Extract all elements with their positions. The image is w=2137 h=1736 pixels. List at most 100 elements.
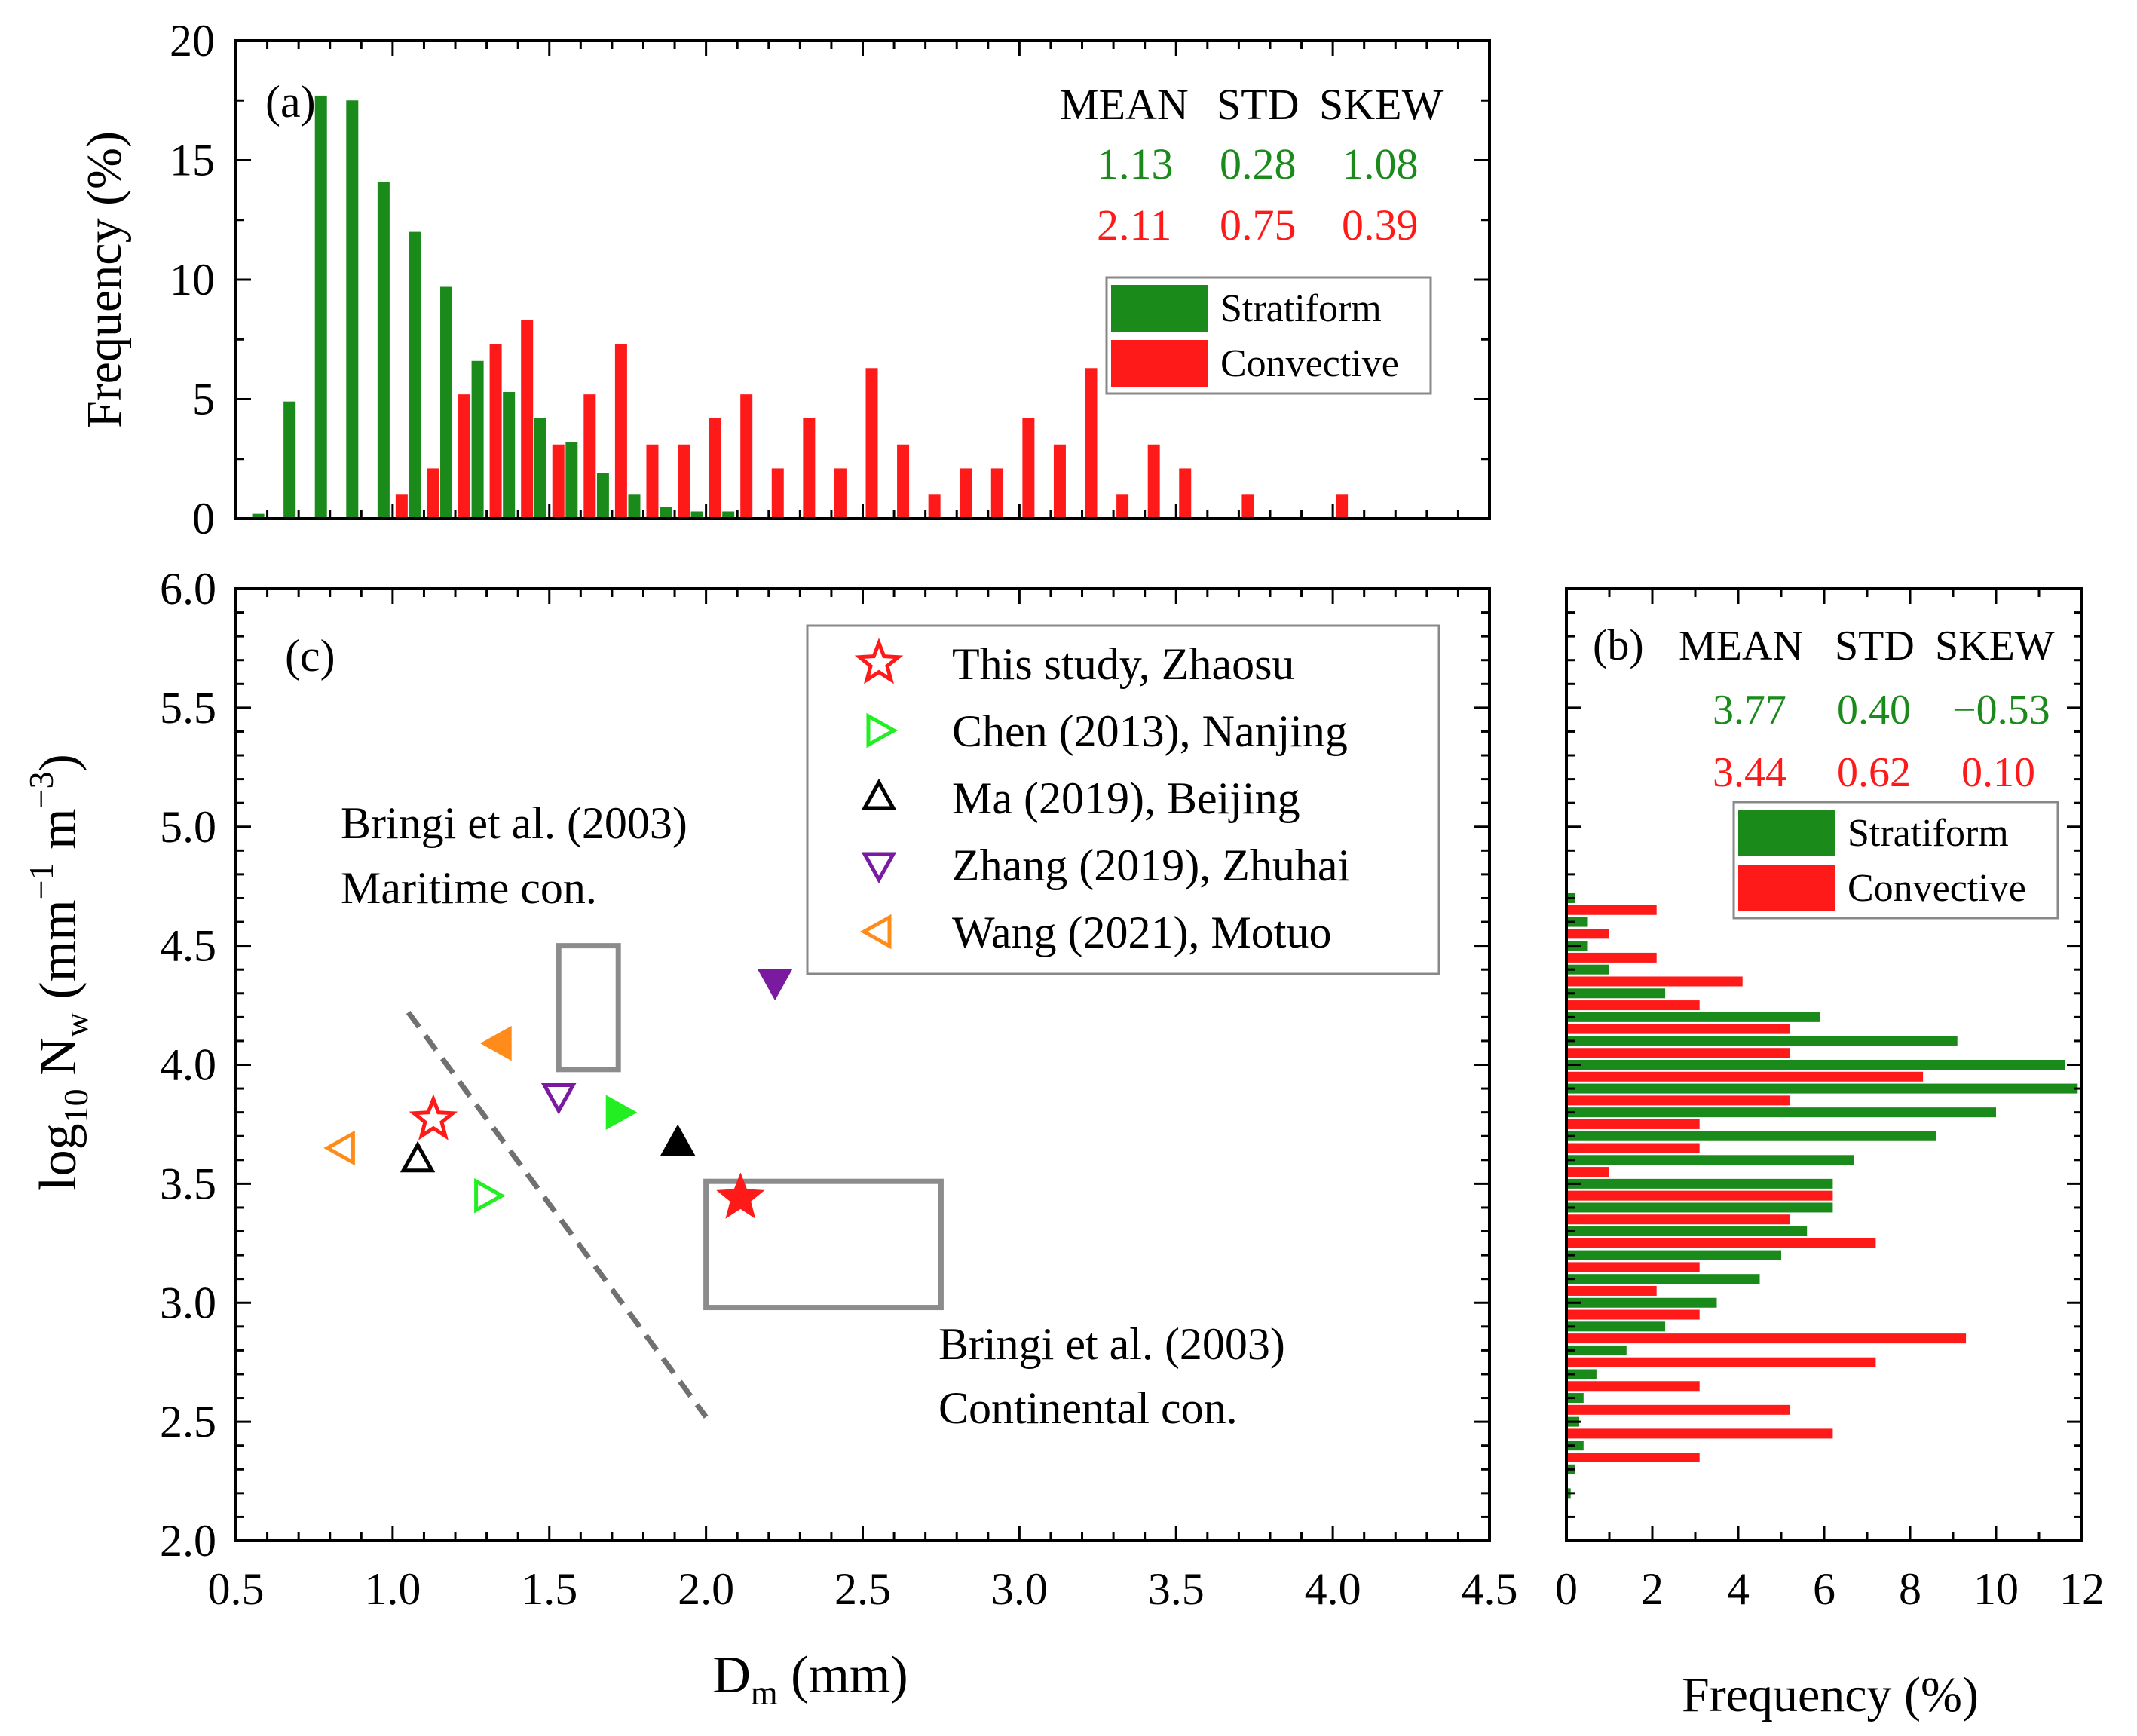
panel-b-stats: MEAN STD SKEW 3.77 0.40 −0.53 3.44 0.62 … bbox=[1679, 623, 2055, 796]
stats-header-skew: SKEW bbox=[1935, 623, 2055, 669]
bar-convective bbox=[1566, 1309, 1700, 1320]
bar-stratiform bbox=[690, 511, 703, 519]
panel-b-legend: Stratiform Convective bbox=[1732, 801, 2059, 920]
bar-convective bbox=[1566, 1357, 1876, 1367]
bar-convective bbox=[1566, 905, 1657, 915]
bar-convective bbox=[709, 418, 721, 519]
marker-tri-left-convective bbox=[480, 1025, 512, 1061]
y-tick-label: 5.5 bbox=[160, 683, 216, 733]
bar-convective bbox=[1566, 1381, 1700, 1392]
bar-stratiform bbox=[346, 100, 359, 519]
bar-convective bbox=[1336, 494, 1349, 519]
bar-convective bbox=[1566, 1238, 1876, 1248]
bar-stratiform bbox=[1566, 1345, 1627, 1355]
bar-stratiform bbox=[1566, 1202, 1833, 1213]
legend-swatch-convective bbox=[1738, 865, 1835, 911]
x-tick-label: 3.5 bbox=[1148, 1564, 1205, 1614]
annotation-continental-line1: Bringi et al. (2003) bbox=[938, 1319, 1285, 1369]
panel-b-label: (b) bbox=[1593, 620, 1644, 669]
bar-stratiform bbox=[596, 473, 609, 519]
x-tick-label: 1.5 bbox=[521, 1564, 577, 1614]
legend-label: Chen (2013), Nanjing bbox=[952, 706, 1348, 756]
legend-label-stratiform: Stratiform bbox=[1220, 287, 1382, 330]
bar-convective bbox=[803, 418, 816, 519]
marker-tri-up-stratiform bbox=[400, 1140, 436, 1173]
y-tick-label: 3.0 bbox=[160, 1278, 216, 1327]
x-tick-label: 3.0 bbox=[991, 1564, 1048, 1614]
x-tick-label: 0 bbox=[1555, 1564, 1578, 1614]
bar-stratiform bbox=[1566, 1441, 1584, 1451]
bar-stratiform bbox=[628, 494, 641, 519]
bar-convective bbox=[1566, 1095, 1790, 1106]
stats-header-mean: MEAN bbox=[1060, 80, 1189, 129]
legend-label: This study, Zhaosu bbox=[952, 639, 1294, 689]
bar-stratiform bbox=[503, 391, 516, 519]
panel-c-label: (c) bbox=[285, 631, 335, 681]
annotation-maritime-line2: Maritime con. bbox=[341, 863, 597, 913]
stats-strat-mean: 1.13 bbox=[1097, 139, 1174, 188]
bar-convective bbox=[1566, 1214, 1790, 1225]
bar-stratiform bbox=[1566, 917, 1588, 927]
legend-label: Ma (2019), Beijing bbox=[952, 773, 1300, 823]
x-tick-label: 2.5 bbox=[834, 1564, 891, 1614]
x-tick-label: 1.0 bbox=[364, 1564, 421, 1614]
boundary-dashed-line bbox=[406, 1010, 709, 1419]
bar-convective bbox=[897, 444, 910, 519]
y-tick-label: 10 bbox=[170, 255, 215, 305]
panel-a-legend: Stratiform Convective bbox=[1105, 276, 1432, 395]
bar-convective bbox=[740, 394, 753, 519]
y-tick-label: 4.5 bbox=[160, 921, 216, 971]
bar-convective bbox=[1566, 1452, 1700, 1462]
y-tick-label: 15 bbox=[170, 136, 215, 185]
bar-convective bbox=[928, 494, 941, 519]
bar-stratiform bbox=[1566, 1036, 1958, 1046]
bar-stratiform bbox=[471, 360, 484, 519]
bar-convective bbox=[865, 368, 878, 519]
stats-header-std: STD bbox=[1217, 80, 1300, 129]
y-tick-label: 0 bbox=[192, 494, 215, 543]
bar-convective bbox=[646, 444, 659, 519]
stats-strat-mean: 3.77 bbox=[1713, 687, 1786, 733]
bar-convective bbox=[1566, 1262, 1700, 1272]
stats-conv-std: 0.62 bbox=[1837, 749, 1911, 796]
bar-stratiform bbox=[1566, 1131, 1936, 1141]
annotation-continental-line2: Continental con. bbox=[938, 1383, 1238, 1433]
legend-marker-star bbox=[854, 638, 904, 684]
x-tick-label: 12 bbox=[2059, 1564, 2105, 1614]
annotation-continental: Bringi et al. (2003) Continental con. bbox=[938, 1319, 1285, 1433]
bar-convective bbox=[1566, 952, 1657, 963]
legend-label-stratiform: Stratiform bbox=[1848, 812, 2009, 855]
stats-conv-mean: 3.44 bbox=[1713, 749, 1786, 796]
y-tick-label: 6.0 bbox=[160, 564, 216, 614]
bar-stratiform bbox=[1566, 1369, 1597, 1379]
bar-convective bbox=[1566, 1024, 1790, 1034]
bar-convective bbox=[834, 468, 847, 519]
stats-header-mean: MEAN bbox=[1679, 623, 1803, 669]
x-tick-label: 6 bbox=[1813, 1564, 1835, 1614]
bar-convective bbox=[1566, 1333, 1967, 1344]
bar-convective bbox=[1566, 1000, 1700, 1011]
stats-strat-std: 0.40 bbox=[1837, 687, 1911, 733]
legend-marker-tri-right bbox=[866, 712, 899, 749]
annotation-maritime: Bringi et al. (2003) Maritime con. bbox=[341, 798, 687, 913]
bar-convective bbox=[1116, 494, 1129, 519]
bar-convective bbox=[1566, 1071, 1924, 1082]
marker-tri-up-convective bbox=[660, 1124, 696, 1156]
bar-convective bbox=[1566, 1428, 1833, 1439]
stats-header-skew: SKEW bbox=[1319, 80, 1444, 129]
y-tick-label: 2.0 bbox=[160, 1516, 216, 1566]
bar-stratiform bbox=[1566, 1321, 1666, 1332]
bar-stratiform bbox=[1566, 1250, 1781, 1260]
panel-b-histogram: 0 2 4 6 8 10 12 Frequency (%) (b) MEAN STD SKE… bbox=[1555, 587, 2105, 1722]
bar-convective bbox=[1241, 494, 1254, 519]
bar-convective bbox=[583, 394, 596, 519]
bar-convective bbox=[427, 468, 439, 519]
bar-convective bbox=[1147, 444, 1160, 519]
panel-a-label: (a) bbox=[265, 77, 316, 127]
bar-stratiform bbox=[440, 286, 453, 519]
legend-label: Zhang (2019), Zhuhai bbox=[952, 840, 1350, 890]
marker-star-convective bbox=[716, 1172, 765, 1219]
stats-conv-mean: 2.11 bbox=[1097, 201, 1171, 250]
bar-stratiform bbox=[1566, 1107, 1996, 1118]
